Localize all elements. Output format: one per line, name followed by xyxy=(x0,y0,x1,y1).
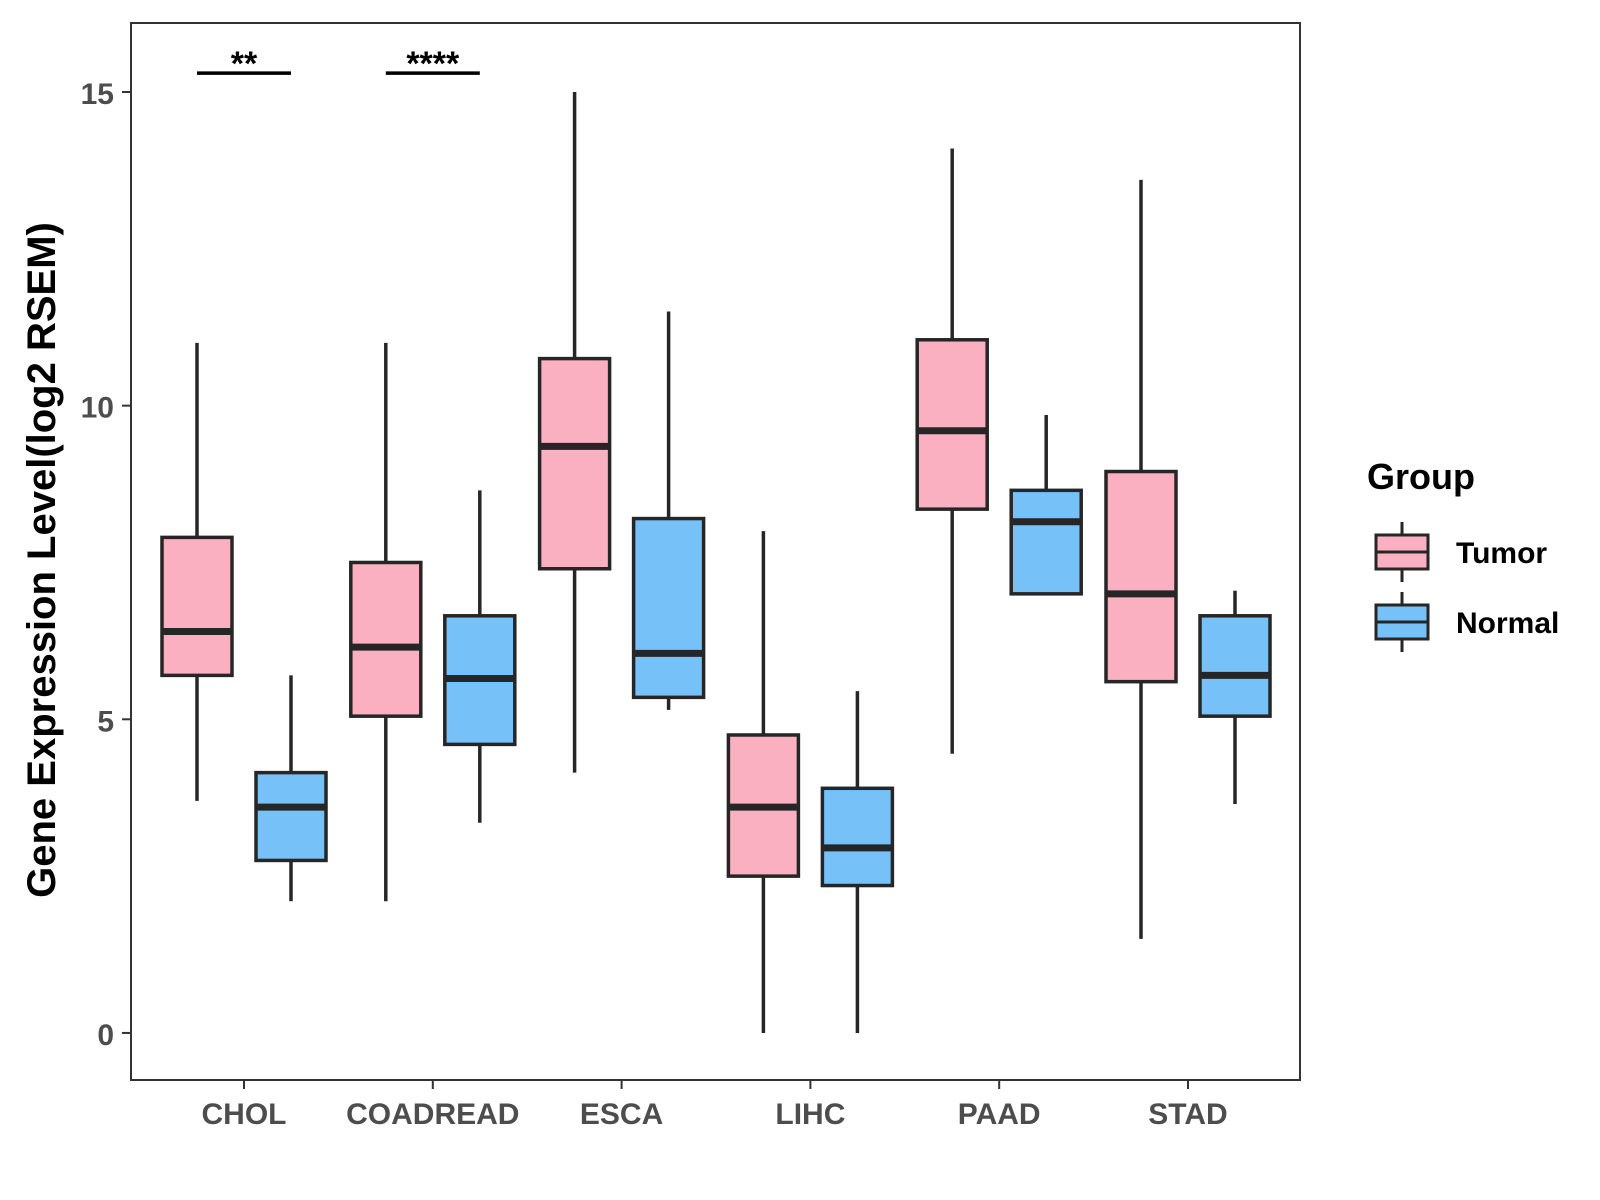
box-tumor-lihc xyxy=(726,531,801,1033)
annotation-layer: ** **** xyxy=(197,45,480,83)
x-tick-label: LIHC xyxy=(775,1098,845,1131)
box-body xyxy=(160,535,234,678)
box-normal-esca xyxy=(631,311,706,710)
significance-label: ** xyxy=(231,45,258,83)
box-body xyxy=(820,786,895,888)
axis-layer: 0 5 10 15 CHOL COADREAD ESCA LIHC PAAD STAD xyxy=(81,22,1301,1131)
legend-entries: Tumor Normal xyxy=(1374,522,1559,652)
significance-coadread: **** xyxy=(385,45,480,83)
box-body xyxy=(631,516,706,700)
box-body xyxy=(537,356,612,571)
box-body xyxy=(1009,488,1083,596)
x-tick-label: CHOL xyxy=(202,1098,287,1131)
box-body xyxy=(349,560,423,718)
legend-entry-normal: Normal xyxy=(1374,592,1559,652)
y-axis-title: Gene Expression Level(log2 RSEM) xyxy=(20,222,64,898)
legend-label: Normal xyxy=(1456,607,1559,640)
box-tumor-coadread xyxy=(349,342,423,902)
box-body xyxy=(254,770,328,863)
box-layer xyxy=(160,92,1272,1033)
box-normal-paad xyxy=(1009,415,1083,596)
y-tick-label: 15 xyxy=(81,78,114,111)
y-tick-label: 0 xyxy=(97,1019,114,1052)
box-body xyxy=(1104,469,1178,684)
legend-title: Group xyxy=(1367,456,1475,497)
significance-chol: ** xyxy=(197,45,291,83)
y-tick-label: 10 xyxy=(81,392,114,425)
box-tumor-paad xyxy=(915,148,989,754)
box-tumor-stad xyxy=(1104,179,1178,939)
x-tick-label: COADREAD xyxy=(346,1098,519,1131)
box-body xyxy=(1198,614,1272,718)
box-tumor-esca xyxy=(537,92,612,773)
x-tick-label: STAD xyxy=(1148,1098,1227,1131)
significance-label: **** xyxy=(406,45,460,83)
box-normal-stad xyxy=(1198,590,1272,804)
box-body xyxy=(915,338,989,511)
box-normal-chol xyxy=(254,675,328,902)
y-tick-label: 5 xyxy=(97,705,114,738)
x-tick-label: PAAD xyxy=(958,1098,1041,1131)
box-tumor-chol xyxy=(160,342,234,801)
legend-label: Tumor xyxy=(1456,537,1547,570)
legend-entry-tumor: Tumor xyxy=(1374,522,1547,582)
x-tick-label: ESCA xyxy=(580,1098,663,1131)
panel-border xyxy=(130,22,1301,1081)
box-normal-lihc xyxy=(820,691,895,1033)
box-normal-coadread xyxy=(443,490,517,823)
legend: Group Tumor Normal xyxy=(1367,456,1559,652)
